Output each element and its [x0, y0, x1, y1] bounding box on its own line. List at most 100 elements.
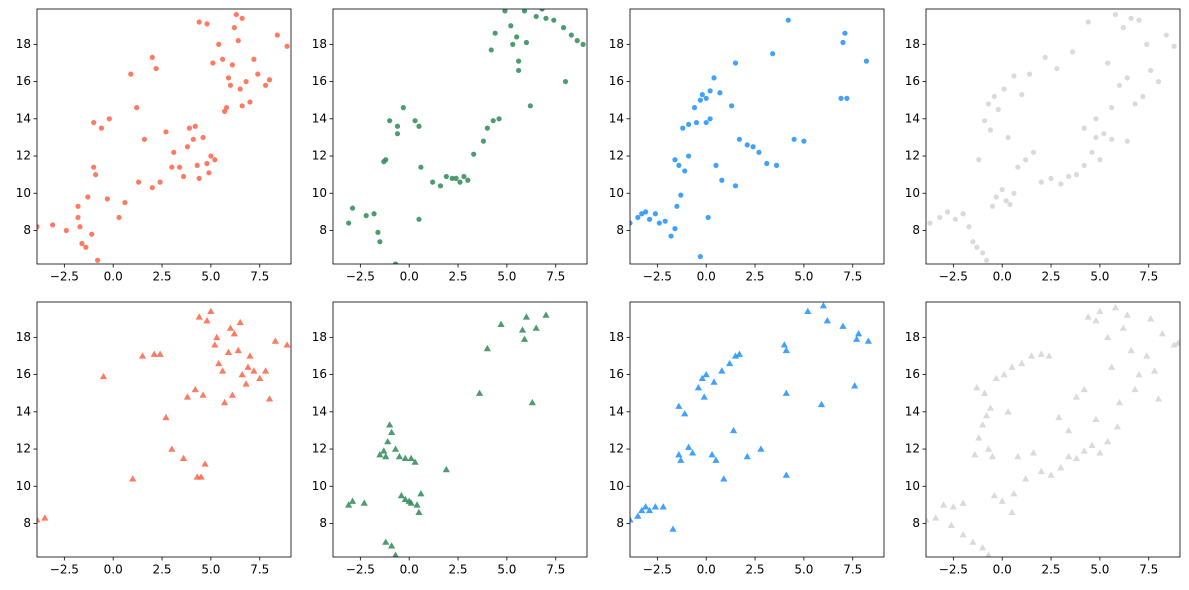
- point: [669, 525, 677, 532]
- y-tick-label: 18: [905, 37, 920, 51]
- point: [718, 367, 726, 374]
- point: [668, 233, 674, 239]
- point: [705, 214, 711, 221]
- point: [1007, 201, 1013, 208]
- point: [220, 398, 229, 406]
- point: [1058, 181, 1064, 187]
- point: [1123, 311, 1131, 318]
- point: [1085, 19, 1091, 25]
- point: [98, 125, 105, 131]
- x-tick-label: −2.5: [643, 563, 672, 577]
- point: [1096, 307, 1104, 315]
- point: [388, 428, 396, 435]
- subplot: −2.5 0.0 2.5 5.0 7.5 8 10 12 14 16 18: [16, 301, 292, 577]
- point: [1042, 54, 1048, 60]
- point: [744, 142, 750, 148]
- subplot: −2.5 0.0 2.5 5.0 7.5 8 10 12 14 16 18: [609, 8, 885, 284]
- point: [488, 47, 494, 53]
- point: [979, 544, 987, 551]
- point: [375, 229, 381, 235]
- point: [91, 119, 97, 126]
- point: [949, 503, 957, 510]
- point: [717, 90, 723, 96]
- subplot: −2.5 0.0 2.5 5.0 7.5 8 10 12 14 16 18: [905, 301, 1181, 577]
- point: [510, 41, 516, 47]
- point: [1163, 32, 1169, 38]
- point: [539, 9, 545, 12]
- plot-area: [927, 11, 1177, 263]
- point: [1104, 437, 1112, 445]
- x-tick-label: 0.0: [104, 270, 123, 284]
- point: [412, 118, 418, 124]
- point: [262, 367, 270, 374]
- point: [703, 119, 709, 126]
- point: [580, 41, 586, 47]
- point: [516, 58, 522, 64]
- point: [363, 213, 369, 219]
- point: [83, 244, 89, 250]
- point: [750, 144, 756, 150]
- point: [360, 499, 368, 506]
- point: [208, 153, 214, 159]
- point: [263, 82, 269, 88]
- y-tick-label: 8: [23, 223, 31, 237]
- point: [496, 116, 502, 122]
- axes-frame: [629, 301, 885, 558]
- point: [219, 367, 227, 374]
- point: [686, 121, 692, 128]
- point: [703, 95, 709, 101]
- point: [345, 501, 353, 508]
- point: [136, 179, 142, 185]
- x-tick-label: 7.5: [843, 563, 862, 577]
- point: [1144, 41, 1150, 47]
- point: [79, 240, 85, 247]
- point: [210, 60, 216, 66]
- point: [211, 341, 219, 348]
- point: [392, 551, 399, 557]
- point: [542, 311, 550, 318]
- point: [169, 164, 175, 170]
- point: [634, 512, 642, 519]
- x-tick-label: 7.5: [250, 563, 269, 577]
- point: [1109, 136, 1115, 142]
- point: [729, 426, 738, 434]
- point: [975, 434, 983, 441]
- y-tick-label: 14: [609, 404, 624, 418]
- y-tick-label: 14: [312, 404, 327, 418]
- point: [1155, 78, 1162, 85]
- point: [416, 123, 422, 129]
- point: [220, 56, 226, 62]
- point: [1000, 370, 1008, 378]
- point: [168, 445, 176, 452]
- subplot: −2.5 0.0 2.5 5.0 7.5 8 10 12 14 16 18: [905, 8, 1181, 284]
- point: [651, 503, 659, 510]
- point: [1119, 324, 1127, 331]
- axes-frame: [925, 8, 1181, 265]
- point: [400, 105, 406, 111]
- point: [1170, 341, 1178, 348]
- point: [1047, 471, 1055, 478]
- point: [75, 214, 81, 221]
- point: [643, 209, 649, 215]
- point: [437, 183, 444, 189]
- point: [480, 138, 487, 144]
- point: [785, 17, 791, 23]
- point: [371, 211, 377, 217]
- point: [532, 324, 540, 331]
- point: [1065, 426, 1073, 434]
- x-tick-label: 5.0: [497, 270, 516, 284]
- point: [216, 41, 222, 47]
- point: [243, 78, 249, 85]
- point: [392, 261, 399, 264]
- y-tick-label: 10: [16, 186, 31, 200]
- point: [129, 475, 137, 482]
- point: [652, 211, 659, 217]
- point: [229, 62, 235, 68]
- plot-area: [37, 307, 291, 523]
- point: [196, 175, 202, 181]
- point: [492, 30, 498, 36]
- point: [224, 348, 233, 355]
- point: [1054, 65, 1060, 72]
- point: [682, 168, 688, 174]
